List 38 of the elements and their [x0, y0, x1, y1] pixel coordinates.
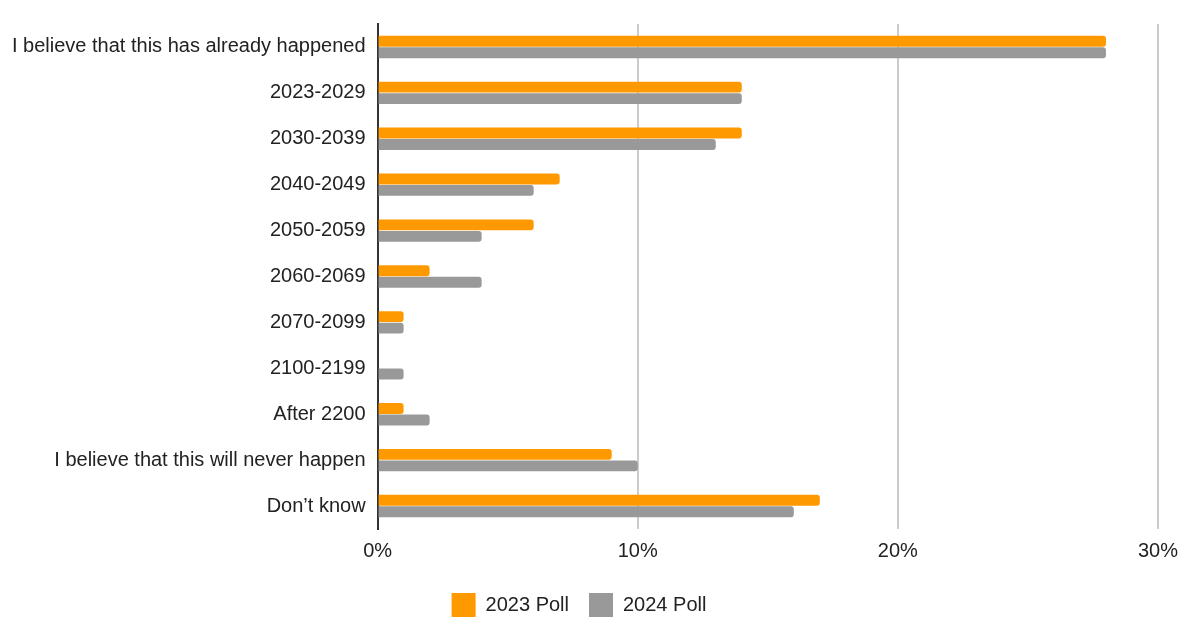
y-tick-label: 2030-2039: [269, 126, 366, 149]
y-tick-label: I believe that this has already happened: [11, 34, 366, 57]
y-tick-label: 2100-2199: [269, 355, 366, 378]
y-tick-label: 2050-2059: [269, 218, 366, 241]
bar: [378, 494, 820, 506]
bar: [378, 322, 404, 334]
bar: [378, 219, 534, 231]
y-tick-label: 2070-2099: [269, 309, 366, 332]
bar: [378, 173, 560, 185]
bar: [378, 230, 482, 242]
bar: [378, 47, 1106, 59]
x-tick-label: 0%: [363, 538, 393, 561]
legend-label: 2024 Poll: [623, 592, 707, 615]
bar: [378, 448, 612, 460]
bar: [378, 368, 404, 380]
bar: [378, 403, 404, 414]
bar: [378, 414, 430, 426]
bar: [378, 127, 742, 139]
x-tick-label: 10%: [617, 538, 658, 561]
bar: [378, 311, 404, 323]
bar: [378, 35, 1106, 47]
y-tick-label: 2040-2049: [269, 172, 366, 195]
legend-label: 2023 Poll: [485, 592, 570, 615]
x-tick-label: 20%: [877, 538, 919, 561]
y-tick-label: After 2200: [273, 401, 366, 424]
bar: [378, 276, 482, 288]
bar: [378, 506, 794, 518]
y-tick-label: I believe that this will never happen: [54, 447, 366, 470]
y-tick-label: Don’t know: [266, 493, 367, 516]
bar: [378, 184, 534, 196]
x-tick-label: 30%: [1137, 538, 1179, 561]
y-tick-label: 2060-2069: [269, 264, 366, 287]
bar: [378, 460, 638, 472]
bar: [378, 139, 716, 150]
bar: [378, 81, 742, 93]
y-tick-label: 2023-2029: [269, 80, 366, 103]
bar: [378, 265, 430, 277]
bar: [378, 93, 742, 105]
